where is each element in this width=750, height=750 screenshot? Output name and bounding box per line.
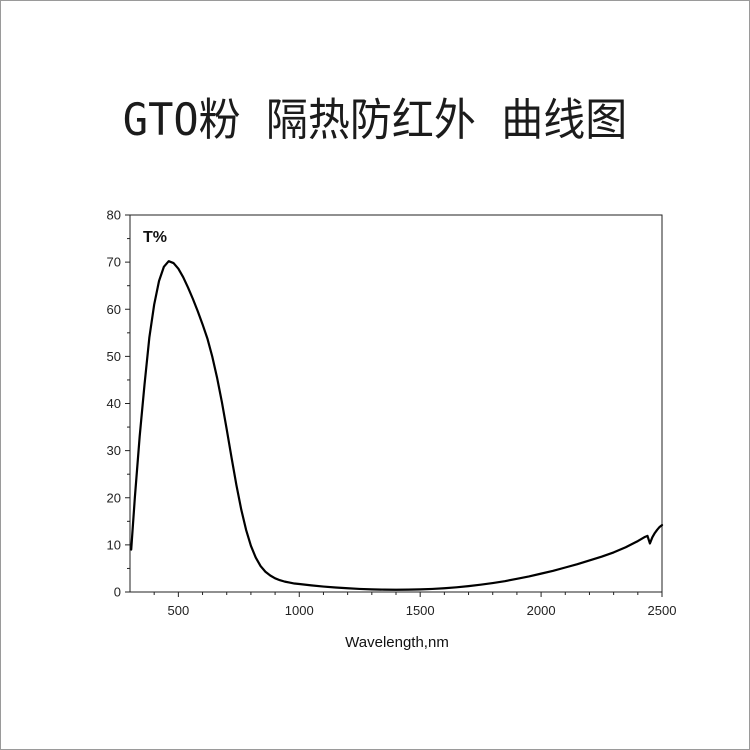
- series-group: [130, 260, 664, 591]
- plot-area-border: [129, 214, 663, 593]
- y-tick-label: 80: [107, 208, 121, 223]
- y-tick-label: 50: [107, 349, 121, 364]
- y-tick-label: 20: [107, 490, 121, 505]
- series-line-transmittance: [130, 260, 664, 591]
- x-axis-ticks: 500 1000 1500 2000 2500: [153, 592, 677, 618]
- x-axis-label: Wavelength,nm: [345, 634, 449, 651]
- y-tick-label: 40: [107, 396, 121, 411]
- x-tick-label: 2500: [648, 603, 677, 618]
- y-axis-ticks: 0 10 20 30 40 50 60 70 80: [107, 208, 130, 600]
- x-tick-label: 500: [168, 603, 190, 618]
- y-axis-label: T%: [143, 229, 167, 246]
- x-tick-label: 1500: [406, 603, 435, 618]
- y-tick-label: 70: [107, 255, 121, 270]
- y-tick-label: 30: [107, 443, 121, 458]
- y-tick-label: 60: [107, 302, 121, 317]
- x-tick-label: 1000: [285, 603, 314, 618]
- y-tick-label: 0: [114, 585, 121, 600]
- x-tick-label: 2000: [527, 603, 556, 618]
- y-tick-label: 10: [107, 537, 121, 552]
- page-title: GTO粉 隔热防红外 曲线图: [122, 93, 628, 146]
